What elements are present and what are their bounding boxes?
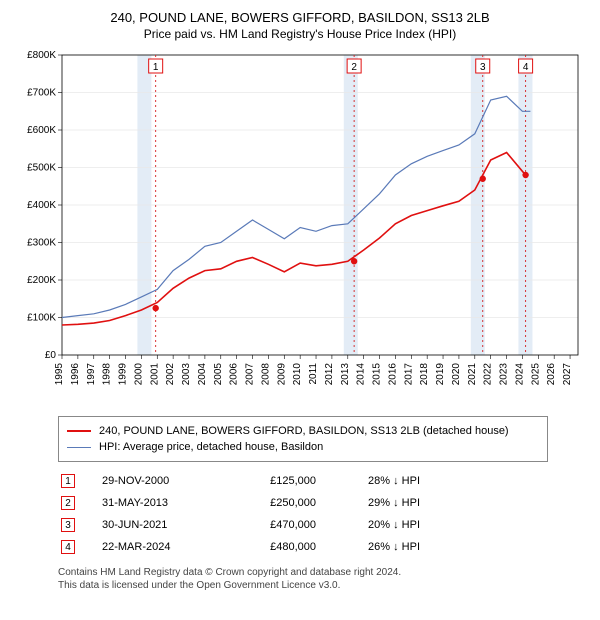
legend-label: 240, POUND LANE, BOWERS GIFFORD, BASILDO… [99, 425, 509, 437]
svg-text:2010: 2010 [292, 363, 303, 386]
svg-text:£100K: £100K [27, 313, 56, 324]
chart-subtitle: Price paid vs. HM Land Registry's House … [18, 27, 582, 41]
svg-text:£300K: £300K [27, 238, 56, 249]
table-row: 2 31-MAY-2013 £250,000 29% ↓ HPI [58, 492, 548, 514]
sale-pct-vs-hpi: 28% ↓ HPI [340, 475, 420, 487]
svg-text:2009: 2009 [276, 363, 287, 386]
svg-text:2005: 2005 [213, 363, 224, 386]
svg-text:2006: 2006 [229, 363, 240, 386]
svg-text:3: 3 [480, 62, 486, 73]
sale-date: 29-NOV-2000 [102, 475, 212, 487]
price-chart: £0 £100K £200K £300K £400K £500K £600K £700K £80… [18, 49, 582, 404]
svg-text:2017: 2017 [403, 363, 414, 386]
legend-label: HPI: Average price, detached house, Basi… [99, 441, 323, 453]
svg-text:2019: 2019 [435, 363, 446, 386]
sale-price: £470,000 [236, 519, 316, 531]
sale-price: £480,000 [236, 541, 316, 553]
svg-text:1: 1 [153, 62, 159, 73]
footer-line-2: This data is licensed under the Open Gov… [58, 579, 572, 592]
sale-marker: 3 [61, 518, 75, 532]
svg-text:1999: 1999 [118, 363, 129, 386]
svg-text:2021: 2021 [467, 363, 478, 386]
svg-text:2013: 2013 [340, 363, 351, 386]
svg-text:2016: 2016 [387, 363, 398, 386]
svg-text:2011: 2011 [308, 363, 319, 385]
sale-pct-vs-hpi: 29% ↓ HPI [340, 497, 420, 509]
svg-text:2014: 2014 [356, 363, 367, 386]
svg-text:2004: 2004 [197, 363, 208, 386]
sale-marker: 4 [61, 540, 75, 554]
sale-marker: 1 [61, 474, 75, 488]
svg-text:2: 2 [351, 62, 357, 73]
svg-text:£500K: £500K [27, 163, 56, 174]
svg-text:£600K: £600K [27, 125, 56, 136]
legend-swatch [67, 447, 91, 448]
svg-text:2008: 2008 [260, 363, 271, 386]
svg-text:2018: 2018 [419, 363, 430, 386]
svg-text:2025: 2025 [530, 363, 541, 386]
footer-attribution: Contains HM Land Registry data © Crown c… [58, 566, 572, 592]
svg-text:4: 4 [523, 62, 529, 73]
legend-row: 240, POUND LANE, BOWERS GIFFORD, BASILDO… [67, 423, 539, 439]
svg-text:2015: 2015 [372, 363, 383, 386]
svg-text:2002: 2002 [165, 363, 176, 386]
svg-text:2000: 2000 [133, 363, 144, 386]
svg-text:2001: 2001 [149, 363, 160, 386]
svg-text:2007: 2007 [245, 363, 256, 386]
legend: 240, POUND LANE, BOWERS GIFFORD, BASILDO… [58, 416, 548, 462]
chart-title: 240, POUND LANE, BOWERS GIFFORD, BASILDO… [18, 10, 582, 25]
legend-row: HPI: Average price, detached house, Basi… [67, 439, 539, 455]
svg-text:2024: 2024 [514, 363, 525, 386]
svg-text:2012: 2012 [324, 363, 335, 386]
svg-text:1995: 1995 [54, 363, 65, 386]
svg-text:£200K: £200K [27, 275, 56, 286]
svg-text:2027: 2027 [562, 363, 573, 386]
svg-text:1996: 1996 [70, 363, 81, 386]
svg-text:2023: 2023 [499, 363, 510, 386]
svg-text:£800K: £800K [27, 50, 56, 61]
sale-date: 22-MAR-2024 [102, 541, 212, 553]
footer-line-1: Contains HM Land Registry data © Crown c… [58, 566, 572, 579]
sale-price: £125,000 [236, 475, 316, 487]
sale-marker: 2 [61, 496, 75, 510]
svg-text:2020: 2020 [451, 363, 462, 386]
legend-swatch [67, 430, 91, 432]
sale-price: £250,000 [236, 497, 316, 509]
svg-text:1997: 1997 [86, 363, 97, 386]
table-row: 3 30-JUN-2021 £470,000 20% ↓ HPI [58, 514, 548, 536]
sale-date: 31-MAY-2013 [102, 497, 212, 509]
svg-text:£700K: £700K [27, 88, 56, 99]
sale-pct-vs-hpi: 20% ↓ HPI [340, 519, 420, 531]
svg-text:£400K: £400K [27, 200, 56, 211]
svg-text:1998: 1998 [102, 363, 113, 386]
svg-text:2026: 2026 [546, 363, 557, 386]
sales-table: 1 29-NOV-2000 £125,000 28% ↓ HPI 2 31-MAY-201… [58, 470, 548, 558]
table-row: 1 29-NOV-2000 £125,000 28% ↓ HPI [58, 470, 548, 492]
svg-text:£0: £0 [45, 350, 57, 361]
table-row: 4 22-MAR-2024 £480,000 26% ↓ HPI [58, 536, 548, 558]
svg-text:2003: 2003 [181, 363, 192, 386]
svg-text:2022: 2022 [483, 363, 494, 386]
sale-pct-vs-hpi: 26% ↓ HPI [340, 541, 420, 553]
sale-date: 30-JUN-2021 [102, 519, 212, 531]
